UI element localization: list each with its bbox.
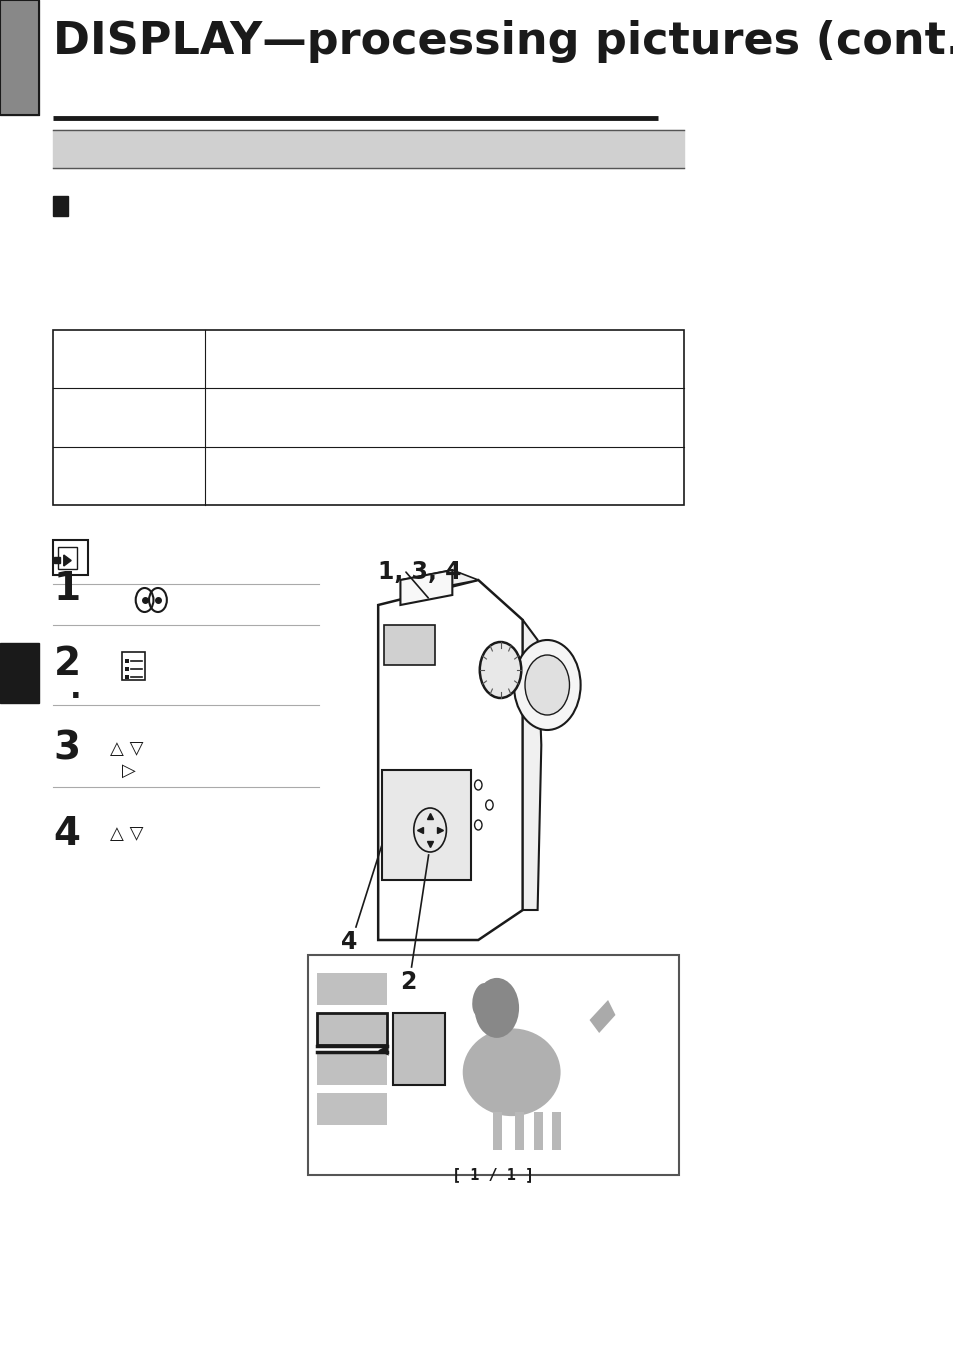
Bar <box>122 651 145 680</box>
Text: △ ▽: △ ▽ <box>110 825 143 843</box>
Bar <box>0 0 38 114</box>
Bar <box>53 540 88 575</box>
Bar <box>384 625 434 665</box>
Bar <box>0 0 38 114</box>
Text: 1, 3, 4: 1, 3, 4 <box>377 560 461 584</box>
Bar <box>534 1112 542 1149</box>
Text: 2: 2 <box>400 970 416 993</box>
Bar <box>381 770 471 880</box>
Bar <box>0 643 38 703</box>
Bar <box>53 197 69 215</box>
Bar <box>308 956 678 1175</box>
Circle shape <box>479 642 520 699</box>
Polygon shape <box>589 1000 615 1032</box>
Text: ◀: ◀ <box>377 1042 388 1057</box>
Bar <box>125 674 129 678</box>
Circle shape <box>474 979 518 1038</box>
Bar <box>316 1053 387 1085</box>
Bar <box>125 668 129 672</box>
Ellipse shape <box>462 1028 560 1116</box>
Bar <box>316 1093 387 1125</box>
Bar <box>316 1014 387 1044</box>
Bar <box>493 1112 501 1149</box>
Bar <box>53 330 683 505</box>
Text: 2: 2 <box>53 645 80 682</box>
Bar <box>316 1014 387 1044</box>
Text: ▷: ▷ <box>122 762 136 779</box>
Text: 1: 1 <box>53 569 80 608</box>
Polygon shape <box>400 569 477 590</box>
Bar <box>125 660 129 664</box>
Text: 4: 4 <box>341 930 357 954</box>
Polygon shape <box>400 569 452 604</box>
Bar <box>515 1112 524 1149</box>
Text: △ ▽: △ ▽ <box>110 740 143 758</box>
Text: [ 1 / 1 ]: [ 1 / 1 ] <box>452 1167 534 1182</box>
Circle shape <box>524 656 569 715</box>
Text: DISPLAY—processing pictures (cont.): DISPLAY—processing pictures (cont.) <box>53 20 953 63</box>
Ellipse shape <box>472 983 491 1018</box>
Text: 4: 4 <box>53 814 80 853</box>
Polygon shape <box>522 621 540 910</box>
Bar <box>58 546 77 569</box>
Text: 3: 3 <box>53 730 80 769</box>
Bar <box>552 1112 560 1149</box>
Bar <box>53 131 683 168</box>
Text: .: . <box>70 674 81 704</box>
Bar <box>393 1014 444 1085</box>
Circle shape <box>514 639 580 730</box>
Polygon shape <box>64 555 71 567</box>
Bar <box>316 973 387 1005</box>
Polygon shape <box>377 580 522 940</box>
